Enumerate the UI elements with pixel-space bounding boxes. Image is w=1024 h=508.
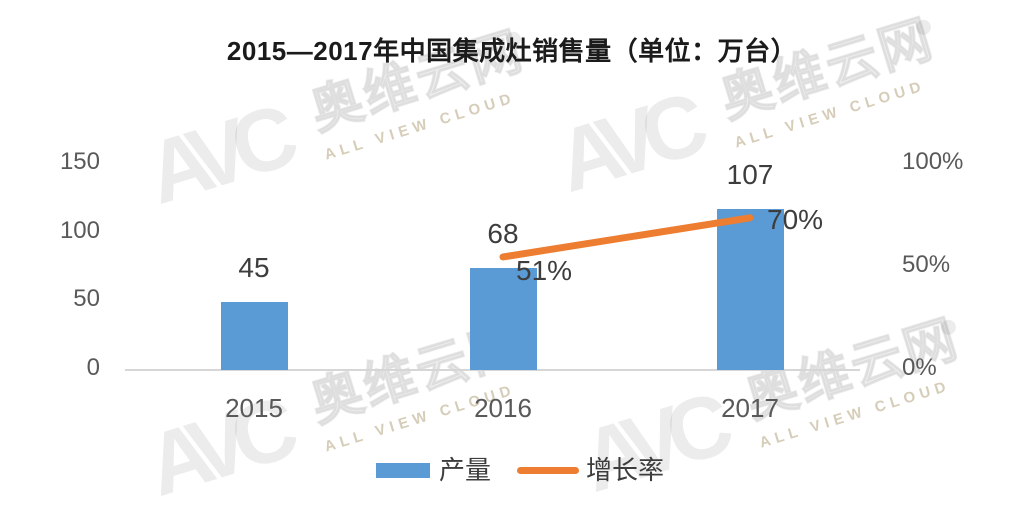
chart-title: 2015—2017年中国集成灶销售量（单位：万台） [226, 36, 798, 66]
y-axis-left-tick-100: 100 [59, 216, 100, 244]
legend-label-growth: 增长率 [586, 455, 665, 485]
y-axis-right-tick-0%: 0% [902, 354, 937, 381]
legend-line-swatch [517, 466, 580, 474]
y-axis-left-tick-150: 150 [59, 148, 100, 176]
x-axis-label-2016: 2016 [474, 393, 532, 423]
bar-value-label-2017: 107 [726, 159, 774, 190]
legend-bar-swatch [376, 462, 430, 478]
bar-value-label-2016: 68 [487, 218, 519, 249]
y-axis-right-tick-50%: 50% [902, 251, 951, 278]
legend: 产量 增长率 [376, 455, 664, 485]
y-axis-left-tick-0: 0 [86, 354, 100, 381]
bar-2016 [469, 268, 537, 370]
y-axis-right-tick-100%: 100% [902, 148, 964, 175]
x-axis-line [125, 369, 860, 371]
legend-label-production: 产量 [439, 455, 492, 485]
bar-2015 [220, 302, 288, 370]
y-axis-left-tick-50: 50 [73, 285, 100, 313]
x-axis-label-2015: 2015 [225, 393, 283, 423]
x-axis-label-2017: 2017 [721, 393, 779, 423]
growth-rate-label-2017: 70% [767, 203, 824, 235]
bar-value-label-2015: 45 [238, 252, 270, 283]
growth-rate-label-2016: 51% [516, 254, 573, 286]
